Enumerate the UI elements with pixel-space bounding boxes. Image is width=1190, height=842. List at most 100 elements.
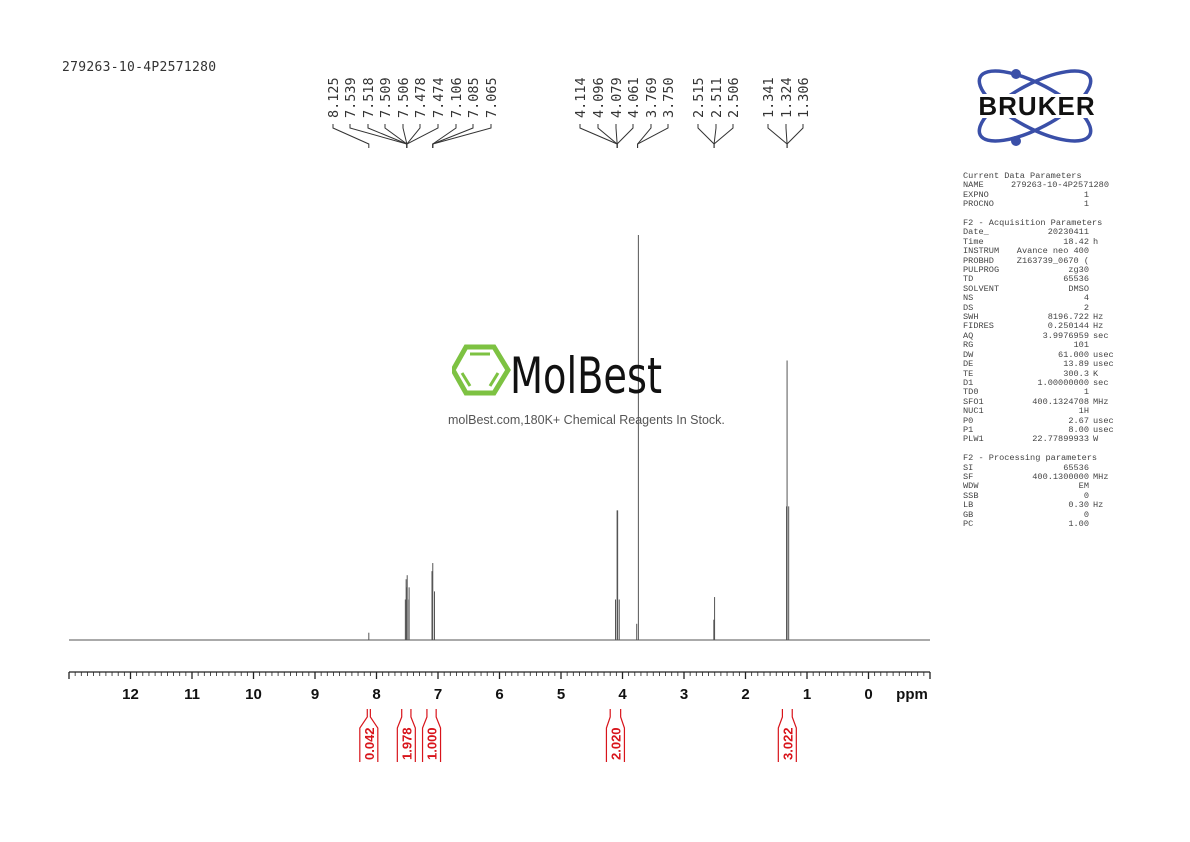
param-row: GB 0 <box>963 510 1123 520</box>
param-row: NS 4 <box>963 293 1123 304</box>
param-value: 0 <box>1083 490 1089 501</box>
param-row: RG 101 <box>963 340 1123 351</box>
param-unit <box>1089 511 1119 520</box>
param-row: PLW1 22.77899933 W <box>963 434 1123 444</box>
param-name: EXPNO <box>963 189 989 200</box>
peak-label: 7.518 <box>361 77 377 118</box>
param-value: 65536 <box>1063 462 1089 473</box>
param-name: PC <box>963 519 974 529</box>
param-row: WDW EM <box>963 481 1123 492</box>
x-tick-label: 4 <box>618 686 627 703</box>
watermark-tagline: molBest.com,180K+ Chemical Reagents In S… <box>448 413 725 427</box>
param-row: INSTRUM Avance neo 400 <box>963 246 1123 257</box>
param-value: 61.000 <box>1058 349 1089 360</box>
param-value: 20230411 <box>1047 227 1089 238</box>
param-unit <box>1089 247 1119 256</box>
peak-label-connector <box>332 124 370 148</box>
param-row: Time 18.42 h <box>963 237 1123 247</box>
peak-label: 8.125 <box>326 77 342 118</box>
peak-label-connector <box>713 124 734 148</box>
param-name: NUC1 <box>963 406 984 417</box>
sample-name: 279263-10-4P2571280 <box>62 60 217 75</box>
param-name: SOLVENT <box>963 283 1000 294</box>
peak-label-connector <box>597 124 618 148</box>
svg-text:BRUKER: BRUKER <box>978 91 1095 121</box>
peak-label: 7.478 <box>413 77 429 118</box>
param-row: SI 65536 <box>963 462 1123 473</box>
param-name: TD0 <box>963 387 979 398</box>
integral-value: 0.042 <box>362 727 377 760</box>
x-tick-label: 0 <box>864 686 872 703</box>
param-name: SI <box>963 462 974 473</box>
param-row: SWH 8196.722 Hz <box>963 312 1123 323</box>
parameters-panel: Current Data Parameters NAME 279263-10-4P… <box>963 171 1123 529</box>
param-row: TD0 1 <box>963 387 1123 398</box>
param-unit: usec <box>1093 415 1114 426</box>
param-row: PULPROG zg30 <box>963 265 1123 276</box>
peak-label-connector <box>349 124 408 148</box>
peak-label: 1.341 <box>761 77 777 118</box>
param-name: NS <box>963 293 974 304</box>
peak-label: 2.506 <box>726 77 742 118</box>
param-value: 400.1300000 <box>1032 471 1089 482</box>
param-name: TD <box>963 274 974 285</box>
param-unit <box>1089 181 1119 190</box>
param-row: LB 0.30 Hz <box>963 500 1123 511</box>
peak-label: 2.511 <box>709 77 725 118</box>
param-value: 8196.722 <box>1047 312 1089 323</box>
param-unit: usec <box>1093 359 1114 370</box>
peak-label-connector <box>432 124 474 148</box>
peak-label-connector <box>402 124 408 148</box>
param-unit: Hz <box>1093 500 1104 511</box>
param-value: Avance neo 400 <box>1016 246 1089 257</box>
param-row: AQ 3.9976959 sec <box>963 330 1123 341</box>
bruker-logo: BRUKER <box>955 62 1120 155</box>
param-name: P0 <box>963 415 974 426</box>
peak-label-connector <box>432 124 492 148</box>
param-value: 1.00 <box>1068 519 1089 529</box>
param-row: NUC1 1H <box>963 406 1123 417</box>
x-tick-label: 9 <box>311 686 319 703</box>
param-row: SF 400.1300000 MHz <box>963 471 1123 482</box>
param-unit: Hz <box>1093 312 1104 323</box>
param-row: P1 8.00 usec <box>963 424 1123 435</box>
x-tick-label: 8 <box>372 686 380 703</box>
param-unit <box>1089 191 1119 200</box>
param-unit: MHz <box>1093 471 1109 482</box>
param-value: EM <box>1078 481 1089 492</box>
param-unit <box>1089 275 1119 284</box>
param-row: D1 1.00000000 sec <box>963 378 1123 388</box>
param-value: zg30 <box>1068 265 1089 276</box>
param-unit <box>1089 294 1119 303</box>
param-name: AQ <box>963 330 974 341</box>
param-value: 400.1324708 <box>1032 396 1089 407</box>
peak-label: 3.769 <box>644 77 660 118</box>
param-name: RG <box>963 340 974 351</box>
x-tick-label: 3 <box>680 686 688 703</box>
molbest-watermark-logo: MolBest <box>450 343 667 405</box>
current-params-title: Current Data Parameters <box>963 171 1082 181</box>
param-value: 1 <box>1083 199 1089 210</box>
param-value: 2.67 <box>1068 415 1089 426</box>
peak-label-connector <box>767 124 788 148</box>
param-unit <box>1089 285 1119 294</box>
param-value: 2 <box>1083 302 1089 313</box>
integral-value: 3.022 <box>780 727 795 760</box>
param-name: TE <box>963 368 974 379</box>
param-name: DS <box>963 302 974 313</box>
peak-label: 4.096 <box>591 77 607 118</box>
peak-label: 7.506 <box>396 77 412 118</box>
integral-value: 1.978 <box>399 727 414 760</box>
param-name: P1 <box>963 424 974 435</box>
param-unit: MHz <box>1093 396 1109 407</box>
param-value: 279263-10-4P2571280 <box>1011 180 1109 191</box>
param-name: DW <box>963 349 974 360</box>
param-name: FIDRES <box>963 321 994 332</box>
x-tick-label: 6 <box>495 686 503 703</box>
peak-label: 4.079 <box>609 77 625 118</box>
acquisition-params-title: F2 - Acquisition Parameters <box>963 218 1103 229</box>
integral-bracket <box>777 709 797 762</box>
param-name: PULPROG <box>963 265 1000 276</box>
peak-label-connector <box>697 124 715 148</box>
